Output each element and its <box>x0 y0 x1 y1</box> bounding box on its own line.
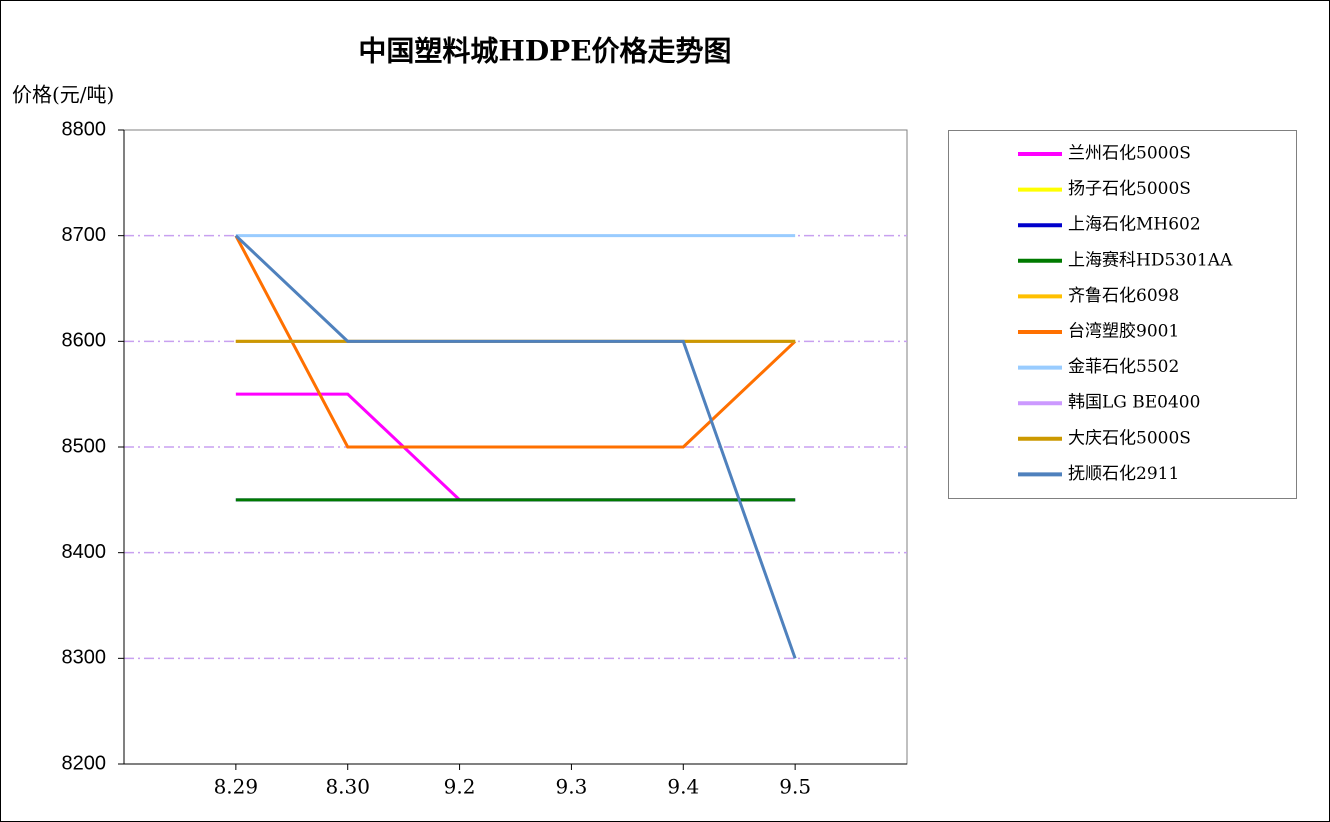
legend-label: 大庆石化5000S <box>1068 428 1191 448</box>
y-tick-label: 8300 <box>62 647 107 669</box>
y-tick-label: 8500 <box>62 435 107 457</box>
legend-label: 齐鲁石化6098 <box>1068 286 1179 306</box>
y-tick-label: 8600 <box>62 330 107 352</box>
legend-label: 扬子石化5000S <box>1068 179 1191 199</box>
series-line <box>234 234 797 659</box>
x-tick-label: 8.30 <box>325 775 370 799</box>
y-axis-label: 价格(元/吨) <box>12 83 114 107</box>
chart-title: 中国塑料城HDPE价格走势图 <box>358 35 731 68</box>
legend-label: 上海赛科HD5301AA <box>1068 249 1233 270</box>
y-tick-label: 8800 <box>62 118 107 140</box>
y-tick-label: 8700 <box>62 224 107 246</box>
series-line <box>234 234 797 449</box>
x-tick-label: 9.5 <box>779 775 811 799</box>
legend-label: 兰州石化5000S <box>1068 144 1191 164</box>
y-tick-label: 8400 <box>62 541 107 563</box>
legend-box <box>948 130 1297 499</box>
x-tick-label: 9.3 <box>556 775 588 799</box>
x-tick-label: 8.29 <box>214 775 259 799</box>
x-tick-label: 9.4 <box>667 775 699 799</box>
legend-label: 上海石化MH602 <box>1068 215 1201 235</box>
legend-label: 韩国LG BE0400 <box>1068 393 1200 413</box>
legend-label: 金菲石化5502 <box>1068 357 1179 377</box>
y-tick-label: 8200 <box>62 752 107 774</box>
legend-label: 台湾塑胶9001 <box>1068 322 1179 342</box>
x-tick-label: 9.2 <box>444 775 476 799</box>
legend-label: 抚顺石化2911 <box>1068 464 1179 484</box>
